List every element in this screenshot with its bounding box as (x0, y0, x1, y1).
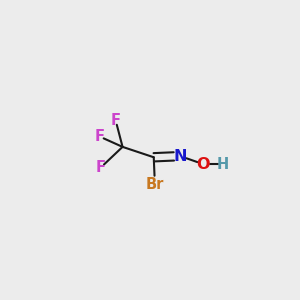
Text: F: F (96, 160, 106, 175)
Text: H: H (217, 157, 229, 172)
Text: F: F (111, 113, 121, 128)
Text: N: N (174, 148, 187, 164)
Text: Br: Br (146, 178, 164, 193)
Text: O: O (197, 157, 210, 172)
Text: F: F (94, 129, 104, 144)
